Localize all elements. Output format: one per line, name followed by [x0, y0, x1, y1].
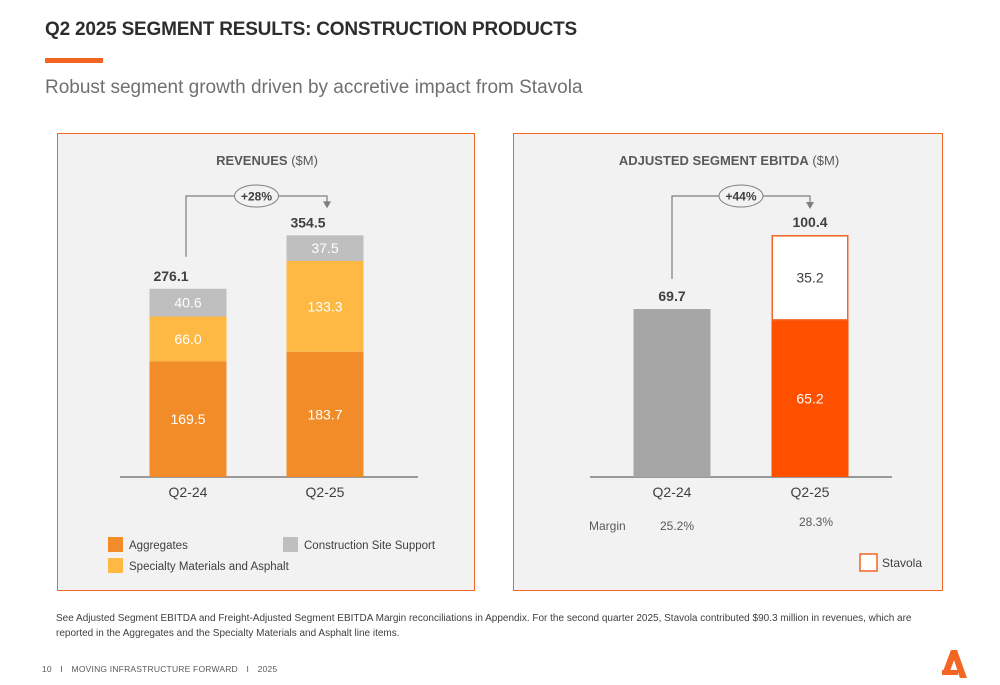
revenues-segment-label: 169.5 — [170, 411, 205, 427]
revenues-total-label: 276.1 — [153, 268, 188, 284]
revenues-bar-segment — [149, 288, 227, 317]
revenues-growth-label: +28% — [241, 190, 272, 204]
ebitda-panel: ADJUSTED SEGMENT EBITDA ($M) 69.7 Q2-24 65.… — [513, 133, 943, 591]
footer-year: 2025 — [257, 664, 278, 674]
revenues-legend-swatch — [108, 537, 123, 552]
ebitda-growth-label: +44% — [725, 190, 756, 204]
revenues-segment-label: 66.0 — [174, 331, 201, 347]
ebitda-stavola-segment — [771, 235, 849, 321]
footer-page-number: 10 — [42, 664, 52, 674]
revenues-legend-swatch — [108, 558, 123, 573]
revenues-growth-badge — [234, 184, 279, 208]
footer-separator: I — [246, 664, 250, 674]
revenues-legend-swatch — [283, 537, 298, 552]
revenues-chart-title: REVENUES ($M) — [216, 153, 318, 168]
page-subtitle: Robust segment growth driven by accretiv… — [45, 77, 583, 98]
company-logo-icon — [942, 650, 967, 678]
footer: 10 I MOVING INFRASTRUCTURE FORWARD I 202… — [42, 664, 283, 674]
revenues-x-tick-label: Q2-24 — [169, 484, 208, 500]
margin-value: 28.3% — [799, 515, 833, 529]
title-accent-bar — [45, 58, 103, 63]
revenues-chart: REVENUES ($M) 169.5 66.0 40.6 276.1 Q2-24 183.… — [108, 153, 436, 573]
ebitda-x-tick-label: Q2-24 — [653, 484, 692, 500]
ebitda-growth-badge — [718, 184, 764, 208]
revenues-segment-label: 133.3 — [307, 298, 342, 314]
revenues-x-tick-label: Q2-25 — [306, 484, 345, 500]
footnote: See Adjusted Segment EBITDA and Freight-… — [56, 613, 912, 639]
revenues-bar-segment — [286, 351, 364, 477]
revenues-bar-segment — [149, 361, 227, 477]
revenues-segment-label: 40.6 — [174, 295, 201, 311]
revenues-legend-label: Specialty Materials and Asphalt — [129, 561, 290, 573]
page-title: Q2 2025 SEGMENT RESULTS: CONSTRUCTION PR… — [45, 19, 578, 40]
revenues-segment-label: 183.7 — [307, 406, 342, 422]
margin-label: Margin — [589, 519, 626, 533]
ebitda-x-tick-label: Q2-25 — [791, 484, 830, 500]
footer-separator: I — [60, 664, 63, 674]
revenues-growth-arrow — [323, 201, 331, 209]
ebitda-legend-swatch — [859, 553, 878, 572]
revenues-segment-label: 37.5 — [311, 240, 338, 256]
revenues-bar-segment — [286, 260, 364, 352]
footer-tagline: MOVING INFRASTRUCTURE FORWARD — [71, 664, 238, 674]
ebitda-bar — [633, 309, 711, 477]
ebitda-chart: ADJUSTED SEGMENT EBITDA ($M) 69.7 Q2-24 65.… — [589, 153, 922, 572]
ebitda-growth-arrow — [806, 202, 814, 210]
revenues-panel: REVENUES ($M) 169.5 66.0 40.6 276.1 Q2-24 183.… — [57, 133, 475, 591]
revenues-bar-segment — [149, 316, 227, 362]
ebitda-segment-label: 35.2 — [796, 269, 823, 285]
revenues-total-label: 354.5 — [290, 214, 325, 230]
revenues-legend-label: Aggregates — [129, 540, 188, 552]
ebitda-segment-label: 65.2 — [796, 390, 823, 406]
revenues-legend-label: Construction Site Support — [304, 540, 436, 552]
ebitda-bar — [771, 319, 849, 477]
revenues-bar-segment — [286, 235, 364, 261]
ebitda-total-label: 100.4 — [792, 214, 827, 230]
margin-value: 25.2% — [660, 519, 694, 533]
ebitda-chart-title: ADJUSTED SEGMENT EBITDA ($M) — [619, 153, 839, 168]
ebitda-legend-label: Stavola — [882, 556, 922, 570]
ebitda-total-label: 69.7 — [658, 288, 685, 304]
